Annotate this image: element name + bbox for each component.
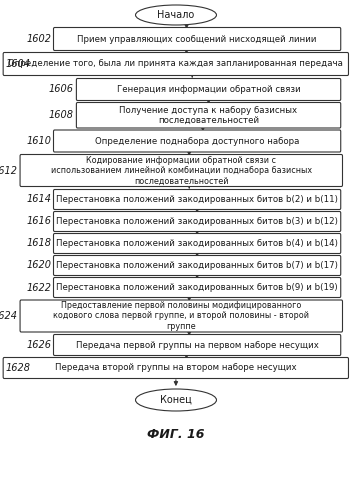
Text: Конец: Конец (160, 395, 192, 405)
Text: 1614: 1614 (26, 194, 51, 204)
FancyBboxPatch shape (54, 28, 341, 50)
Ellipse shape (136, 389, 216, 411)
Text: 1612: 1612 (0, 166, 18, 175)
Text: Перестановка положений закодированных битов b(3) и b(12): Перестановка положений закодированных би… (56, 217, 338, 226)
Text: Перестановка положений закодированных битов b(4) и b(14): Перестановка положений закодированных би… (56, 239, 338, 248)
FancyBboxPatch shape (54, 234, 341, 254)
Text: Передача первой группы на первом наборе несущих: Передача первой группы на первом наборе … (76, 340, 319, 349)
Text: 1628: 1628 (6, 363, 31, 373)
Text: 1610: 1610 (26, 136, 51, 146)
Text: Определение того, была ли принята каждая запланированная передача: Определение того, была ли принята каждая… (8, 60, 343, 68)
FancyBboxPatch shape (54, 256, 341, 276)
FancyBboxPatch shape (54, 130, 341, 152)
Text: Получение доступа к набору базисных
последовательностей: Получение доступа к набору базисных посл… (119, 106, 298, 125)
FancyBboxPatch shape (54, 190, 341, 210)
FancyBboxPatch shape (20, 300, 342, 332)
Text: 1618: 1618 (26, 238, 51, 248)
Text: Предоставление первой половины модифицированного
кодового слова первой группе, и: Предоставление первой половины модифицир… (53, 301, 309, 331)
Text: Определение поднабора доступного набора: Определение поднабора доступного набора (95, 136, 299, 145)
FancyBboxPatch shape (3, 358, 348, 378)
Text: 1604: 1604 (6, 59, 31, 69)
Text: 1624: 1624 (0, 311, 18, 321)
Text: Кодирование информации обратной связи с
использованием линейной комбинации подна: Кодирование информации обратной связи с … (51, 156, 312, 186)
Text: 1622: 1622 (26, 282, 51, 292)
Text: Передача второй группы на втором наборе несущих: Передача второй группы на втором наборе … (55, 364, 297, 372)
FancyBboxPatch shape (76, 102, 341, 128)
FancyBboxPatch shape (3, 52, 348, 76)
FancyBboxPatch shape (54, 334, 341, 355)
Text: Начало: Начало (157, 10, 195, 20)
Text: Прием управляющих сообщений нисходящей линии: Прием управляющих сообщений нисходящей л… (77, 34, 317, 43)
Text: 1616: 1616 (26, 216, 51, 226)
Text: 1602: 1602 (26, 34, 51, 44)
Text: Перестановка положений закодированных битов b(7) и b(17): Перестановка положений закодированных би… (56, 261, 338, 270)
Text: 1620: 1620 (26, 260, 51, 270)
FancyBboxPatch shape (54, 212, 341, 232)
Text: Генерация информации обратной связи: Генерация информации обратной связи (117, 85, 301, 94)
Text: ФИГ. 16: ФИГ. 16 (147, 428, 205, 442)
FancyBboxPatch shape (76, 78, 341, 100)
Text: Перестановка положений закодированных битов b(9) и b(19): Перестановка положений закодированных би… (56, 283, 338, 292)
FancyBboxPatch shape (54, 278, 341, 297)
Ellipse shape (136, 5, 216, 25)
Text: 1608: 1608 (49, 110, 74, 120)
Text: Перестановка положений закодированных битов b(2) и b(11): Перестановка положений закодированных би… (56, 195, 338, 204)
FancyBboxPatch shape (20, 154, 342, 186)
Text: 1626: 1626 (26, 340, 51, 350)
Text: 1606: 1606 (49, 84, 74, 94)
